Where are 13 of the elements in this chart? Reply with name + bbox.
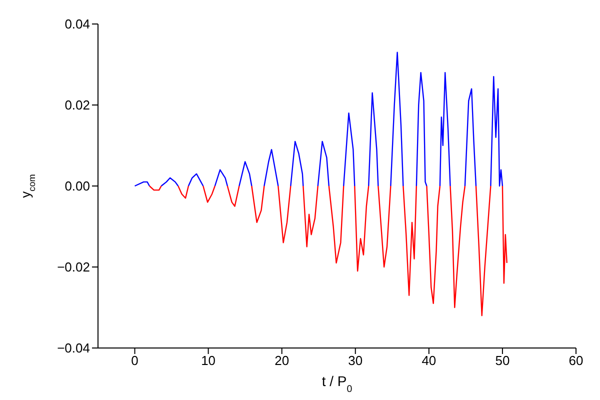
y-tick-label: −0.02: [57, 260, 90, 275]
x-tick-label: 60: [568, 353, 584, 368]
x-tick-label: 40: [422, 353, 436, 368]
x-tick-label: 50: [495, 353, 510, 368]
x-tick-label: 0: [131, 353, 138, 368]
y-tick-label: 0.00: [64, 178, 90, 194]
x-tick-label: 30: [348, 353, 363, 368]
y-tick-label: −0.04: [57, 340, 90, 356]
x-tick-label: 10: [201, 353, 216, 368]
y-tick-label: 0.04: [64, 16, 90, 32]
y-tick-label: 0.02: [64, 98, 90, 113]
x-tick-label: 20: [274, 353, 290, 368]
x-axis-title: t / P$_{0}$: [322, 373, 353, 394]
